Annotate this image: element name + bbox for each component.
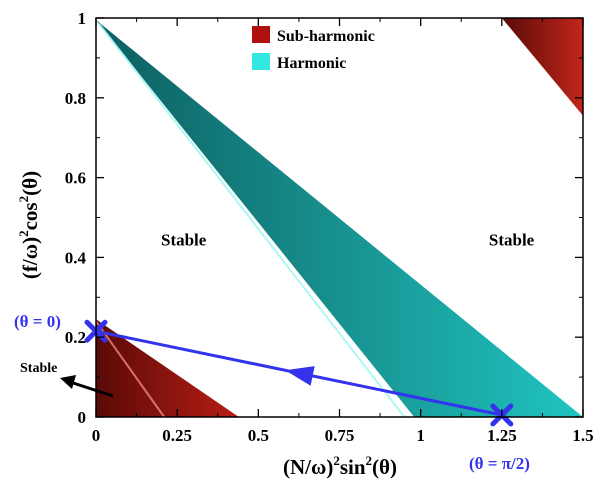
region-harmonic-0 xyxy=(96,19,583,417)
y-tick-label: 0.8 xyxy=(65,89,86,108)
x-tick-label: 0.5 xyxy=(248,426,269,445)
legend-swatch-harmonic xyxy=(252,53,270,70)
y-tick-label: 0.4 xyxy=(65,248,87,267)
y-tick-label: 0.2 xyxy=(65,328,86,347)
sub-harmonic-highlight xyxy=(96,320,165,417)
x-axis-label: (N/ω)2sin2(θ) xyxy=(283,453,397,479)
annotation-stable-right: Stable xyxy=(489,230,535,249)
legend: Sub-harmonic Harmonic xyxy=(252,26,375,72)
legend-swatch-sub-harmonic xyxy=(252,26,270,43)
side-note-stable: Stable xyxy=(20,361,57,376)
x-tick-label: 1.5 xyxy=(572,426,593,445)
region-sub-harmonic-2 xyxy=(501,18,583,116)
y-tick-label: 0.6 xyxy=(65,169,86,188)
x-tick-label: 1.25 xyxy=(487,426,517,445)
x-tick-label: 0.25 xyxy=(162,426,192,445)
legend-label-harmonic: Harmonic xyxy=(277,55,346,72)
path-direction-arrow xyxy=(285,366,315,386)
path-label-theta-zero: (θ = 0) xyxy=(14,312,61,331)
legend-label-sub-harmonic: Sub-harmonic xyxy=(277,28,375,45)
y-tick-label: 1 xyxy=(78,9,87,28)
axis-ticks: 0 0.25 0.5 0.75 1 1.25 1.5 0 0.2 0.4 0.6 0.8 1 xyxy=(65,9,594,445)
annotation-stable-left: Stable xyxy=(161,230,207,249)
stability-regions xyxy=(96,18,583,417)
path-label-theta-pi-half: (θ = π/2) xyxy=(469,454,530,473)
plot-frame xyxy=(95,17,584,418)
x-tick-label: 1 xyxy=(416,426,425,445)
side-note-arrow xyxy=(60,375,114,398)
x-tick-label: 0 xyxy=(92,426,101,445)
harmonic-highlight xyxy=(98,23,406,417)
region-sub-harmonic-1 xyxy=(96,319,239,417)
y-tick-label: 0 xyxy=(78,408,87,427)
parameter-path xyxy=(84,319,514,427)
x-tick-label: 0.75 xyxy=(325,426,355,445)
y-axis-label: (f/ω)2cos2(θ) xyxy=(16,171,42,279)
